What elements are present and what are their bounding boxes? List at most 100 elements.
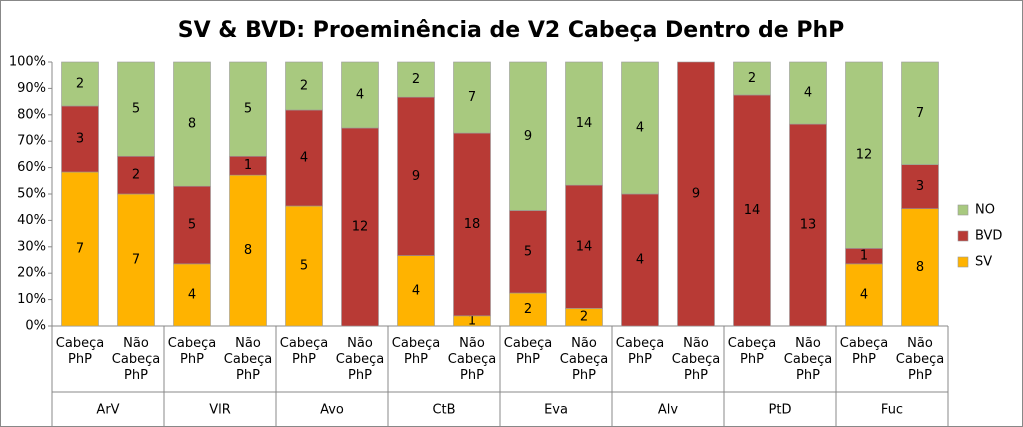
bar-segment xyxy=(285,205,323,327)
x-tick-label: Não Cabeça PhP xyxy=(223,336,273,383)
bar-segment xyxy=(341,127,379,327)
group-label: Avo xyxy=(320,403,344,418)
data-label: 12 xyxy=(352,220,369,235)
x-tick-label: Cabeça PhP xyxy=(839,336,889,367)
data-label: 8 xyxy=(244,243,252,258)
data-label: 4 xyxy=(804,86,812,101)
x-tick-label: Não Cabeça PhP xyxy=(335,336,385,383)
y-tick-label: 90% xyxy=(17,81,46,96)
bar-segment xyxy=(397,96,435,256)
data-label: 3 xyxy=(76,132,84,147)
data-label: 7 xyxy=(468,90,476,105)
x-tick-label: Cabeça PhP xyxy=(727,336,777,367)
y-tick-label: 10% xyxy=(17,292,46,307)
bar-segment xyxy=(285,61,323,111)
bar-segment xyxy=(173,263,211,327)
data-label: 5 xyxy=(188,218,196,233)
legend-swatch xyxy=(957,204,969,216)
bar-segment xyxy=(341,61,379,129)
data-label: 8 xyxy=(188,117,196,132)
bar-segment xyxy=(61,61,99,107)
x-tick-label: Cabeça PhP xyxy=(55,336,105,367)
data-label: 2 xyxy=(300,79,308,94)
y-tick-label: 0% xyxy=(25,319,46,334)
x-tick-label: Não Cabeça PhP xyxy=(559,336,609,383)
bar-segment xyxy=(173,61,211,187)
bar-segment xyxy=(901,164,939,209)
bar-segment xyxy=(229,174,267,327)
data-label: 5 xyxy=(244,102,252,117)
bar-segment xyxy=(397,61,435,98)
bar-segment xyxy=(453,61,491,134)
data-label: 4 xyxy=(860,287,868,302)
x-tick-label: Não Cabeça PhP xyxy=(783,336,833,383)
data-label: 18 xyxy=(464,217,481,232)
legend-label: NO xyxy=(975,203,995,218)
bar-segment xyxy=(565,184,603,309)
data-label: 4 xyxy=(356,88,364,103)
data-label: 2 xyxy=(76,77,84,92)
x-tick-label: Não Cabeça PhP xyxy=(447,336,497,383)
bar-segment xyxy=(621,61,659,195)
y-tick-label: 80% xyxy=(17,107,46,122)
y-tick-label: 40% xyxy=(17,213,46,228)
data-label: 1 xyxy=(860,249,868,264)
data-label: 9 xyxy=(524,129,532,144)
group-label: VlR xyxy=(209,403,231,418)
data-label: 4 xyxy=(636,121,644,136)
data-label: 9 xyxy=(692,187,700,202)
data-label: 1 xyxy=(244,158,252,173)
data-label: 7 xyxy=(76,242,84,257)
group-label: Alv xyxy=(658,403,679,418)
x-tick-label: Cabeça PhP xyxy=(391,336,441,367)
data-label: 5 xyxy=(300,259,308,274)
bar-segment xyxy=(117,193,155,327)
bar-segment xyxy=(565,61,603,186)
legend-swatch xyxy=(957,230,969,242)
data-label: 2 xyxy=(580,310,588,325)
data-label: 7 xyxy=(132,253,140,268)
data-label: 4 xyxy=(300,151,308,166)
bar-segment xyxy=(509,210,547,294)
bar-segment xyxy=(509,61,547,211)
data-label: 1 xyxy=(468,313,476,328)
bar-segment xyxy=(173,185,211,265)
bar-segment xyxy=(61,105,99,173)
data-label: 5 xyxy=(132,102,140,117)
y-tick-label: 100% xyxy=(9,55,46,70)
y-tick-label: 50% xyxy=(17,187,46,202)
bar-segment xyxy=(397,255,435,327)
bar-segment xyxy=(61,171,99,327)
bar-segment xyxy=(733,61,771,96)
legend-label: SV xyxy=(975,255,992,270)
group-label: Eva xyxy=(544,403,568,418)
x-tick-label: Cabeça PhP xyxy=(503,336,553,367)
data-label: 4 xyxy=(412,283,420,298)
y-tick-label: 60% xyxy=(17,160,46,175)
x-tick-label: Não Cabeça PhP xyxy=(895,336,945,383)
data-label: 2 xyxy=(524,302,532,317)
group-label: Fuc xyxy=(881,403,903,418)
x-tick-label: Cabeça PhP xyxy=(167,336,217,367)
x-tick-label: Cabeça PhP xyxy=(615,336,665,367)
data-label: 14 xyxy=(744,203,761,218)
group-label: PtD xyxy=(769,403,792,418)
bar-segment xyxy=(677,61,715,327)
data-label: 14 xyxy=(576,116,593,131)
bar-segment xyxy=(117,61,155,157)
data-label: 4 xyxy=(636,253,644,268)
data-label: 14 xyxy=(576,239,593,254)
data-label: 9 xyxy=(412,169,420,184)
group-label: ArV xyxy=(96,403,119,418)
bar-segment xyxy=(901,61,939,165)
y-tick-label: 30% xyxy=(17,239,46,254)
data-label: 12 xyxy=(856,148,873,163)
bar-segment xyxy=(789,61,827,125)
data-label: 2 xyxy=(748,71,756,86)
data-label: 8 xyxy=(916,260,924,275)
bar-segment xyxy=(789,123,827,327)
legend-swatch xyxy=(957,256,969,268)
bar-segment xyxy=(845,61,883,249)
x-tick-label: Cabeça PhP xyxy=(279,336,329,367)
